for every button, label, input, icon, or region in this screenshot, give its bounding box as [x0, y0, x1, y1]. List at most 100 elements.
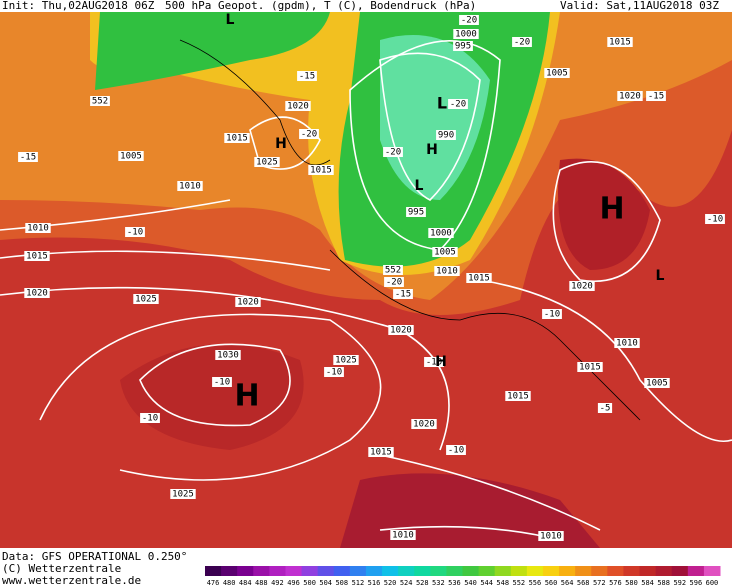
pressure-label-box [614, 338, 640, 348]
temperature-label-box [448, 99, 468, 109]
colorbar-swatch [494, 566, 512, 576]
trough-core [380, 35, 490, 200]
temperature-label: -10 [127, 228, 143, 238]
pressure-center: H [435, 354, 447, 370]
colorbar-swatch [671, 566, 689, 576]
temperature-label: -15 [20, 153, 36, 163]
pressure-label: 1020 [287, 102, 309, 112]
colorbar-tick-label: 572 [593, 579, 606, 587]
temperature-label-box [212, 377, 232, 387]
colorbar-tick-label: 584 [641, 579, 654, 587]
pressure-label-box [308, 165, 334, 175]
pressure-label: 1000 [455, 30, 477, 40]
pressure-label-box [170, 489, 196, 499]
pressure-label: 1005 [546, 69, 568, 79]
map-labels: 552 1020 1015 1025 1005 1010 1015 1010 1015 1020 1… [18, 12, 725, 542]
temperature-label-box [597, 403, 613, 413]
colorbar-swatch [559, 566, 576, 576]
temperature-label-box [125, 227, 145, 237]
temperature-label-box [383, 147, 403, 157]
colorbar-tick-label: 516 [368, 579, 381, 587]
colorbar: 476 480 484 488 492 496 500 504 508 512 516 520 524 5… [205, 566, 721, 587]
warm-core [120, 344, 304, 450]
pressure-label: 1005 [434, 248, 456, 258]
warm-core [340, 473, 600, 548]
pressure-label: 1010 [392, 531, 414, 541]
pressure-label-box [235, 297, 261, 307]
colorbar-tick-label: 488 [255, 579, 268, 587]
map-title: 500 hPa Geopot. (gpdm), T (C), Bodendruc… [165, 0, 476, 12]
isobar [479, 279, 732, 442]
pressure-label: 1015 [609, 38, 631, 48]
colorbar-tick-label: 508 [335, 579, 348, 587]
pressure-center: H [599, 192, 624, 227]
colorbar-tick-label: 536 [448, 579, 461, 587]
pressure-label-box [544, 68, 570, 78]
pressure-label-box [254, 157, 280, 167]
temperature-label-box [18, 152, 38, 162]
pressure-label-box [607, 37, 633, 47]
temperature-label: -5 [600, 404, 611, 414]
pressure-label: 1025 [335, 356, 357, 366]
temperature-label-box [299, 129, 319, 139]
pressure-label: 1010 [436, 267, 458, 277]
temperature-label: -15 [299, 72, 315, 82]
pressure-center: H [234, 379, 259, 414]
colorbar-swatch [478, 566, 496, 576]
colorbar-tick-label: 560 [545, 579, 558, 587]
colorbar-tick-label: 596 [690, 579, 703, 587]
pressure-label-box [644, 378, 670, 388]
colorbar-tick-label: 476 [207, 579, 220, 587]
temperature-label: -20 [301, 130, 317, 140]
colorbar-tick-label: 564 [561, 579, 574, 587]
isobar [139, 343, 291, 427]
pressure-label-box [224, 133, 250, 143]
colorbar-tick-label: 528 [416, 579, 429, 587]
pressure-center: H [426, 142, 438, 158]
colorbar-swatch [317, 566, 335, 576]
temperature-label: -10 [326, 368, 342, 378]
pressure-label-box [24, 251, 50, 261]
colorbar-tick-label: 552 [513, 579, 526, 587]
pressure-label: 1015 [468, 274, 490, 284]
pressure-label: 552 [385, 266, 401, 276]
pressure-label-box [436, 130, 456, 140]
colorbar-swatch [253, 566, 270, 576]
temperature-label: -20 [514, 38, 530, 48]
colorbar-swatch [446, 566, 463, 576]
colorbar-tick-label: 524 [400, 579, 413, 587]
temperature-label: -10 [142, 414, 158, 424]
pressure-label: 1010 [616, 339, 638, 349]
colorbar-swatch [607, 566, 624, 576]
pressure-label: 990 [438, 131, 454, 141]
colorbar-tick-label: 588 [657, 579, 670, 587]
isobar [249, 116, 321, 170]
colorbar-tick-label: 512 [352, 579, 365, 587]
colorbar-tick-label: 504 [319, 579, 332, 587]
colorbar-swatch [221, 566, 238, 576]
temperature-label-box [393, 289, 413, 299]
temperature-label-box [542, 309, 562, 319]
colorbar-swatch [462, 566, 480, 576]
colorbar-swatch [349, 566, 367, 576]
pressure-label: 1020 [390, 326, 412, 336]
init-time: Init: Thu,02AUG2018 06Z [2, 0, 155, 12]
pressure-label-box [285, 101, 311, 111]
colorbar-swatch [205, 566, 222, 576]
warm-core [558, 158, 650, 270]
pressure-label-box [133, 294, 159, 304]
temperature-label: -20 [385, 148, 401, 158]
pressure-label: 995 [455, 42, 471, 52]
pressure-label: 1015 [579, 363, 601, 373]
colorbar-tick-label: 580 [625, 579, 638, 587]
colorbar-tick-label: 520 [384, 579, 397, 587]
pressure-label-box [215, 350, 241, 360]
pressure-label-box [466, 273, 492, 283]
valid-time: Valid: Sat,11AUG2018 03Z [560, 0, 719, 12]
map [0, 12, 732, 548]
temperature-label-box [297, 71, 317, 81]
colorbar-swatch [398, 566, 415, 576]
colorbar-swatch [510, 566, 528, 576]
pressure-label-box [118, 151, 144, 161]
